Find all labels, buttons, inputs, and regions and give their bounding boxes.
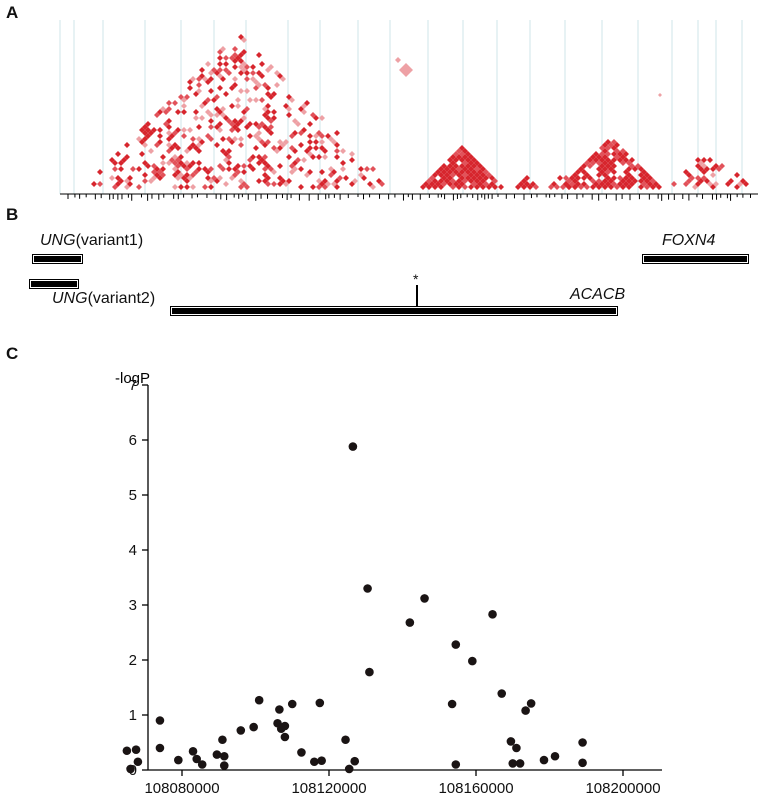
data-point: [315, 698, 325, 708]
ld-cells: [91, 34, 749, 190]
snp-marker-asterisk: *: [413, 271, 419, 287]
data-point: [275, 705, 284, 714]
data-point: [126, 764, 135, 774]
data-point: [197, 760, 207, 769]
y-tick-label: 4: [129, 542, 137, 559]
data-point: [488, 610, 497, 619]
ld-heatmap: [59, 20, 758, 201]
gene-bar-ung-variant1: [32, 254, 83, 264]
x-tick-label: 108200000: [585, 780, 660, 797]
data-point: [219, 761, 229, 770]
y-axis: 01234567: [129, 377, 149, 779]
data-point: [122, 746, 132, 756]
panel-label-a: A: [6, 3, 19, 22]
gene-label-acacb: ACACB: [570, 286, 626, 303]
data-point: [578, 758, 587, 768]
data-point: [447, 699, 457, 709]
snp-marker-line: [416, 285, 418, 307]
gene-suffix-ung-variant2: (variant2): [87, 290, 156, 307]
data-point: [365, 667, 374, 677]
x-axis: 108080000 108120000 108160000 108200000: [144, 769, 662, 797]
data-point: [550, 751, 560, 761]
x-tick-label: 108160000: [438, 780, 513, 797]
y-tick-label: 5: [129, 487, 137, 504]
y-tick-label: 6: [129, 432, 137, 449]
y-tick-label: 3: [129, 597, 137, 614]
data-point: [405, 618, 415, 627]
gene-bar-foxn4: [642, 254, 749, 264]
data-point: [341, 735, 350, 745]
gene-label-foxn4: FOXN4: [662, 232, 716, 249]
data-points: [122, 442, 587, 774]
y-tick-label: 7: [129, 377, 137, 394]
data-point: [218, 735, 227, 745]
gene-label-ung-variant2: UNG(variant2): [52, 290, 155, 308]
data-point: [287, 699, 297, 709]
panel-label-c: C: [6, 344, 19, 363]
gene-bar-acacb: [170, 306, 618, 316]
data-point: [363, 584, 372, 593]
x-tick-label: 108080000: [144, 780, 219, 797]
gene-suffix-ung-variant1: (variant1): [75, 232, 144, 249]
gene-name-ung-variant1: UNG: [40, 232, 76, 249]
x-tick-label: 108120000: [291, 780, 366, 797]
data-point: [515, 759, 525, 768]
data-point: [133, 757, 143, 767]
data-point: [497, 689, 507, 698]
data-point: [254, 695, 264, 705]
data-point: [451, 640, 461, 649]
data-point: [317, 756, 326, 765]
y-axis-label: -logP: [115, 370, 150, 387]
gene-bar-ung-variant2: [29, 279, 79, 289]
data-point: [521, 706, 530, 715]
data-point: [131, 745, 141, 754]
data-point: [280, 732, 290, 742]
data-point: [155, 716, 165, 725]
snp-tick-marks: [67, 194, 751, 201]
data-point: [539, 755, 549, 765]
data-point: [155, 743, 165, 753]
data-point: [350, 756, 360, 766]
data-point: [310, 757, 319, 767]
data-point: [451, 760, 461, 769]
gene-name-ung-variant2: UNG: [52, 290, 88, 307]
data-point: [508, 759, 518, 768]
data-point: [526, 699, 536, 708]
panel-label-b: B: [6, 205, 19, 224]
data-point: [188, 747, 198, 756]
data-point: [297, 748, 306, 757]
data-point: [578, 738, 587, 747]
data-point: [192, 754, 201, 764]
data-point: [420, 594, 429, 603]
data-point: [219, 751, 229, 761]
data-point: [249, 722, 258, 732]
y-tick-label: 2: [129, 652, 137, 669]
data-point: [236, 726, 246, 735]
data-point: [344, 764, 354, 774]
data-point: [468, 656, 477, 666]
data-point: [512, 743, 521, 753]
data-point: [280, 721, 290, 731]
gene-label-ung-variant1: UNG(variant1): [40, 232, 143, 250]
data-point: [212, 750, 222, 759]
data-point: [506, 737, 516, 746]
data-point: [174, 755, 183, 765]
y-tick-label: 1: [129, 707, 137, 724]
data-point: [348, 442, 358, 451]
